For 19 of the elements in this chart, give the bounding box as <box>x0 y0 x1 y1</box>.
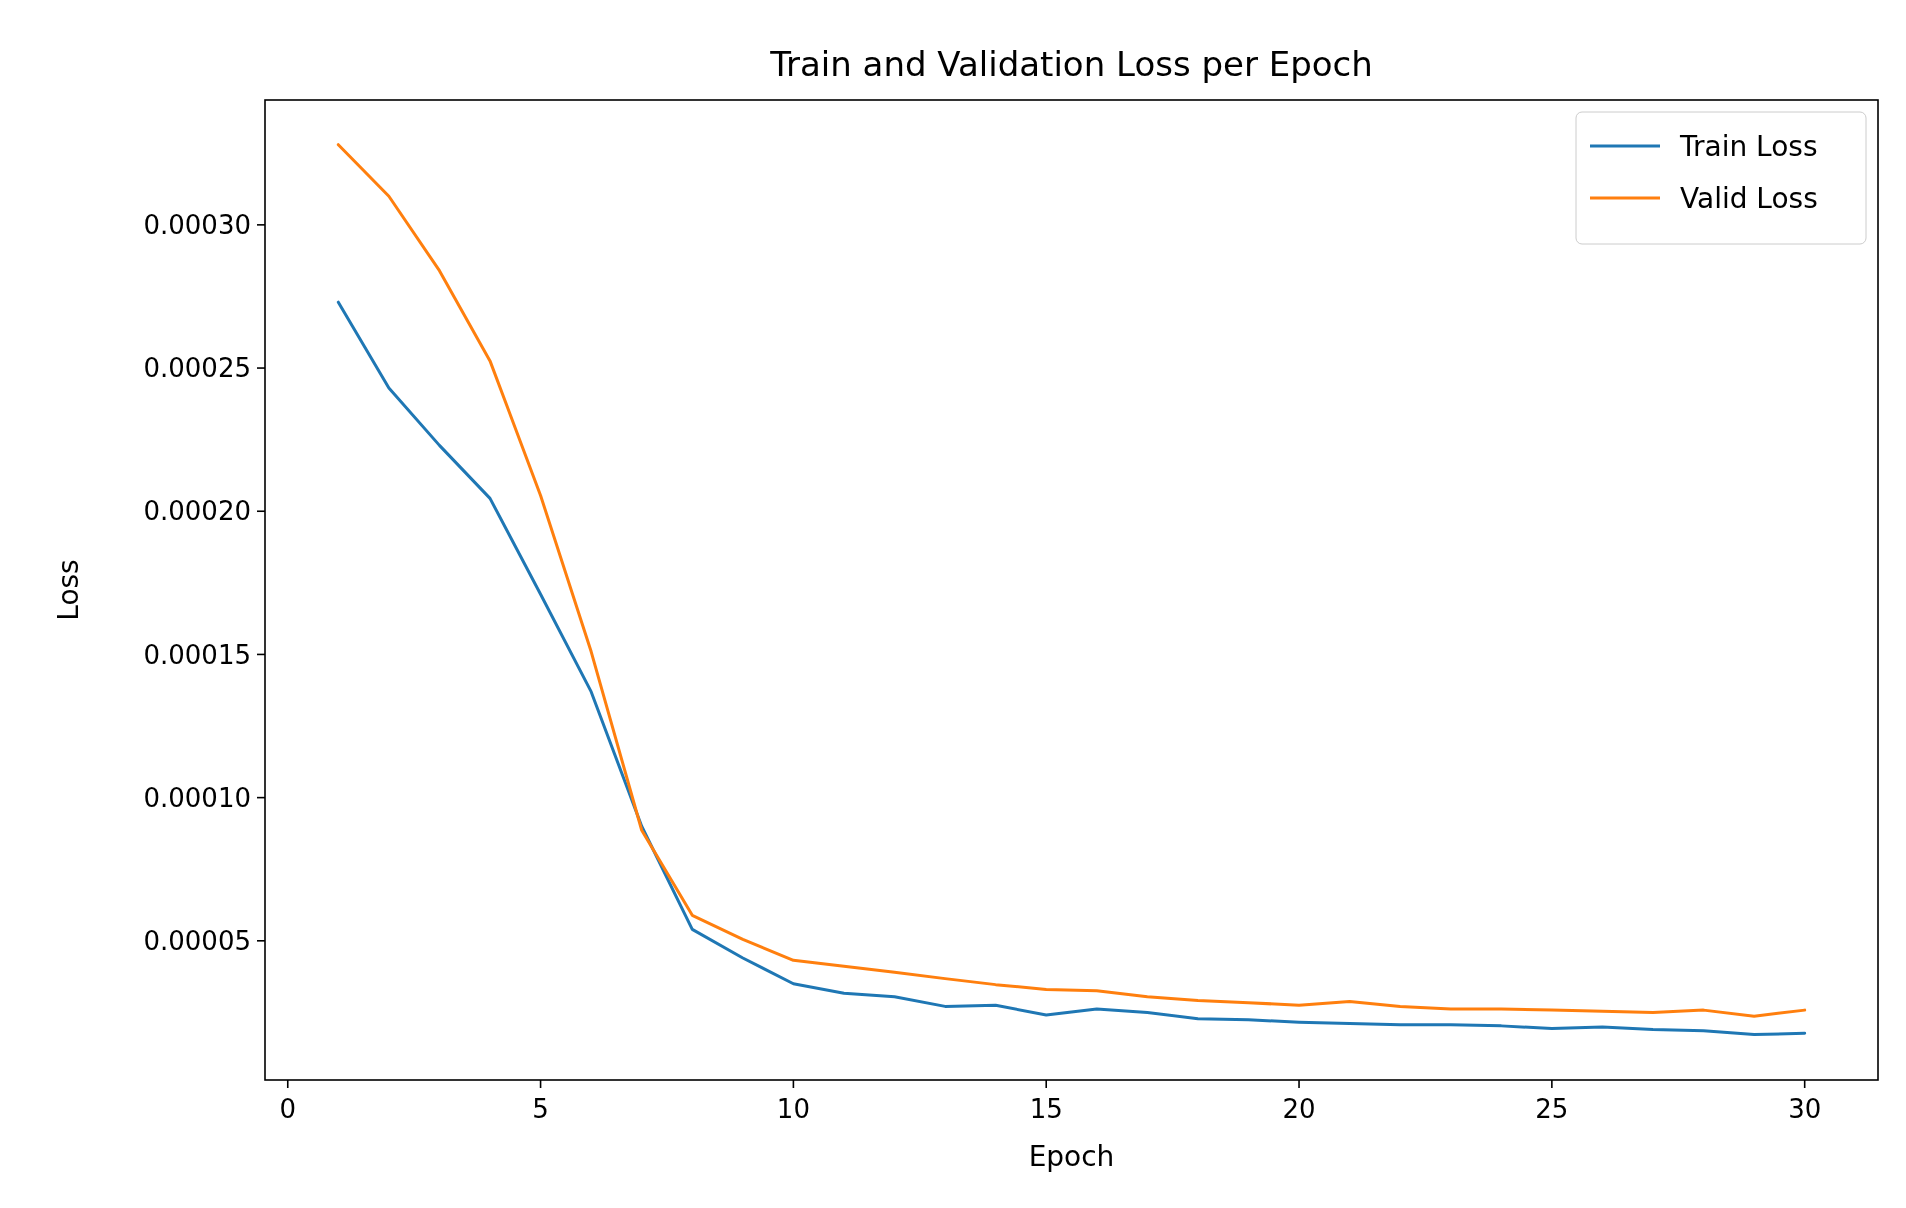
y-tick-label: 0.00025 <box>143 353 251 384</box>
x-tick-label: 25 <box>1535 1094 1569 1124</box>
line-series <box>336 300 1807 1036</box>
y-tick-label: 0.00030 <box>143 209 251 240</box>
x-tick-label: 15 <box>1029 1094 1063 1124</box>
y-tick-label: 0.00015 <box>143 639 251 670</box>
x-tick-label: 5 <box>532 1094 549 1124</box>
x-axis-title: Epoch <box>1028 1140 1115 1173</box>
x-tick-label: 10 <box>776 1094 810 1124</box>
y-tick-label: 0.00020 <box>143 496 251 527</box>
y-axis-title: Loss <box>52 559 85 621</box>
chart-title: Train and Validation Loss per Epoch <box>769 44 1373 84</box>
y-tick-label: 0.00005 <box>143 925 251 956</box>
legend-label: Train Loss <box>1679 129 1818 163</box>
y-tick-label: 0.00010 <box>143 782 251 813</box>
x-tick-label: 30 <box>1788 1094 1822 1124</box>
x-tick-label: 20 <box>1282 1094 1316 1124</box>
x-tick-label: 0 <box>279 1094 297 1124</box>
legend-label: Valid Loss <box>1680 181 1818 215</box>
